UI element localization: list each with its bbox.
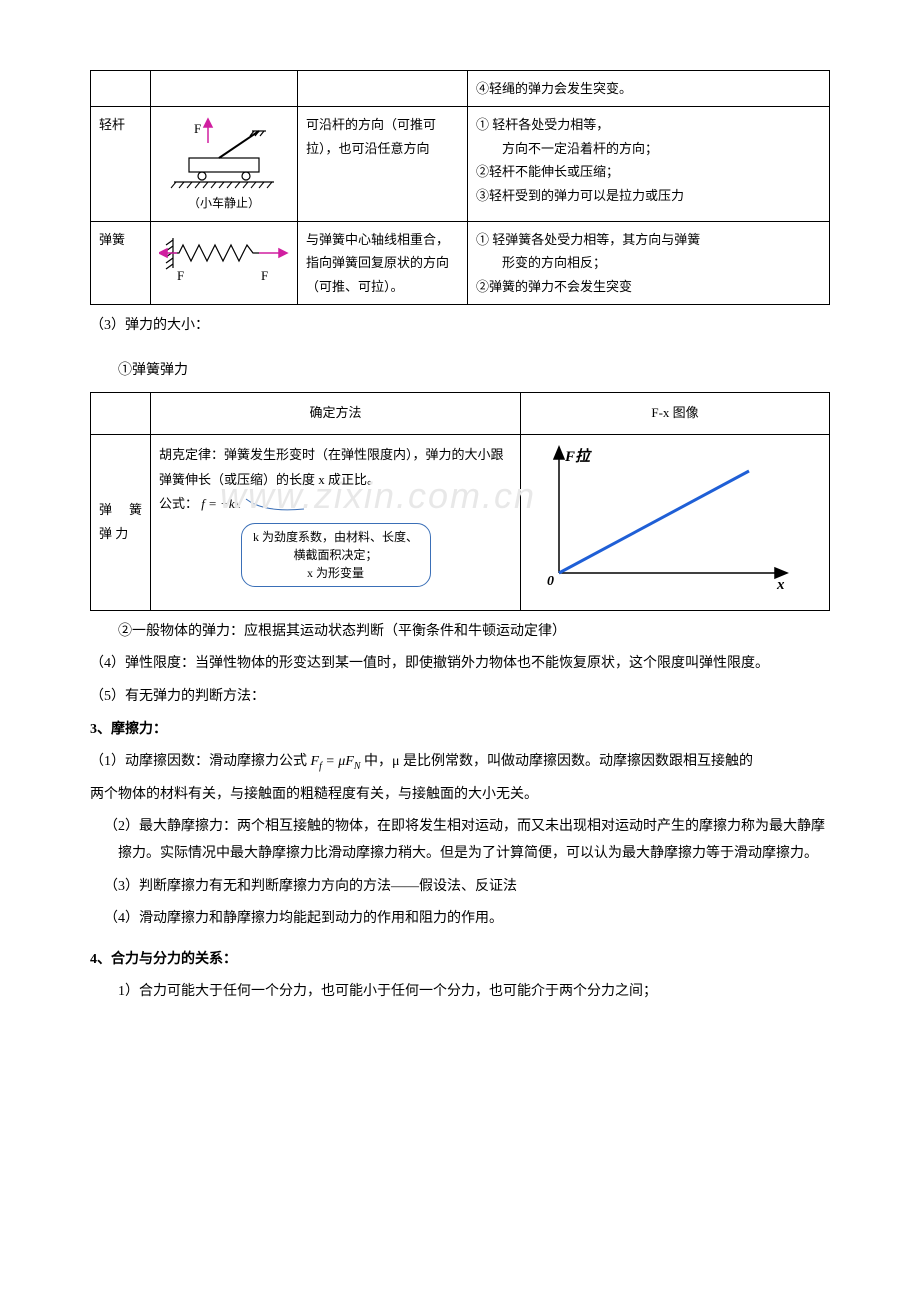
fx-chart-svg: F拉 x 0	[529, 443, 789, 593]
callout-box: k 为劲度系数，由材料、长度、横截面积决定； x 为形变量	[241, 523, 431, 587]
cell-diagram-spring: F F	[151, 221, 298, 304]
heading-resultant: 4、合力与分力的关系：	[90, 947, 830, 974]
cell-hooke: 胡克定律：弹簧发生形变时（在弹性限度内），弹力的大小跟弹簧伸长（或压缩）的长度 …	[151, 435, 521, 611]
force-label-left: F	[177, 268, 184, 283]
cell-direction: 与弹簧中心轴线相重合，指向弹簧回复原状的方向（可推、可拉）。	[298, 221, 468, 304]
cell-rowlabel: 弹 簧 弹 力	[91, 435, 151, 611]
para-friction-4: （4）滑动摩擦力和静摩擦力均能起到动力的作用和阻力的作用。	[90, 906, 830, 933]
header-empty	[91, 393, 151, 435]
para-judge-method: （5）有无弹力的判断方法：	[90, 684, 830, 711]
para-friction-3: （3）判断摩擦力有无和判断摩擦力方向的方法——假设法、反证法	[90, 874, 830, 901]
cell-empty	[298, 71, 468, 107]
table-row: 弹簧 F F 与弹簧中心轴线相重合，指向弹簧回复原状的方向（可推	[91, 221, 830, 304]
cell-note: ④轻绳的弹力会发生突变。	[468, 71, 830, 107]
heading-friction: 3、摩擦力：	[90, 717, 830, 744]
cell-label: 轻杆	[91, 107, 151, 222]
rod-diagram-svg: F	[164, 113, 284, 193]
elastic-direction-table: ④轻绳的弹力会发生突变。 轻杆	[90, 70, 830, 305]
chart-line	[559, 471, 749, 573]
header-chart: F-x 图像	[521, 393, 830, 435]
hooke-formula: f = −kx	[201, 496, 240, 511]
diagram-caption: （小车静止）	[159, 193, 289, 215]
hooke-table: 确定方法 F-x 图像 弹 簧 弹 力 胡克定律：弹簧发生形变时（在弹性限度内）…	[90, 392, 830, 610]
cell-fx-chart: F拉 x 0	[521, 435, 830, 611]
table-row: 弹 簧 弹 力 胡克定律：弹簧发生形变时（在弹性限度内），弹力的大小跟弹簧伸长（…	[91, 435, 830, 611]
table-row: 确定方法 F-x 图像	[91, 393, 830, 435]
table-row: 轻杆	[91, 107, 830, 222]
para-resultant-1: 1）合力可能大于任何一个分力，也可能小于任何一个分力，也可能介于两个分力之间；	[90, 979, 830, 1006]
cell-direction: 可沿杆的方向（可推可拉），也可沿任意方向	[298, 107, 468, 222]
para-general-elastic: ②一般物体的弹力：应根据其运动状态判断（平衡条件和牛顿运动定律）	[90, 619, 830, 646]
cell-properties: ① 轻弹簧各处受力相等，其方向与弹簧 形变的方向相反； ②弹簧的弹力不会发生突变	[468, 221, 830, 304]
force-label-right: F	[261, 268, 268, 283]
callout-connector	[244, 495, 314, 515]
table-row: ④轻绳的弹力会发生突变。	[91, 71, 830, 107]
cell-empty	[91, 71, 151, 107]
cell-diagram-rod: F （小车静止）	[151, 107, 298, 222]
section-elastic-size: （3）弹力的大小：	[90, 313, 830, 340]
cell-label: 弹簧	[91, 221, 151, 304]
cell-properties: ① 轻杆各处受力相等， 方向不一定沿着杆的方向； ②轻杆不能伸长或压缩； ③轻杆…	[468, 107, 830, 222]
hooke-formula-line: 公式： f = −kx	[159, 492, 512, 517]
para-mu-cont: 两个物体的材料有关，与接触面的粗糙程度有关，与接触面的大小无关。	[90, 782, 830, 809]
spring-diagram-svg: F F	[159, 228, 289, 288]
x-axis-label: x	[776, 577, 785, 593]
header-method: 确定方法	[151, 393, 521, 435]
y-axis-label: F拉	[564, 447, 592, 465]
cell-empty	[151, 71, 298, 107]
force-label: F	[194, 121, 201, 136]
para-elastic-limit: （4）弹性限度：当弹性物体的形变达到某一值时，即使撤销外力物体也不能恢复原状，这…	[90, 651, 830, 678]
para-mu: （1）动摩擦因数：滑动摩擦力公式 Ff = μFN 中，μ 是比例常数，叫做动摩…	[90, 749, 830, 776]
section-spring-force: ①弹簧弹力	[90, 358, 830, 385]
origin-label: 0	[547, 574, 554, 589]
para-max-static: （2）最大静摩擦力：两个相互接触的物体，在即将发生相对运动，而又未出现相对运动时…	[90, 814, 830, 867]
hooke-text: 胡克定律：弹簧发生形变时（在弹性限度内），弹力的大小跟弹簧伸长（或压缩）的长度 …	[159, 443, 512, 492]
